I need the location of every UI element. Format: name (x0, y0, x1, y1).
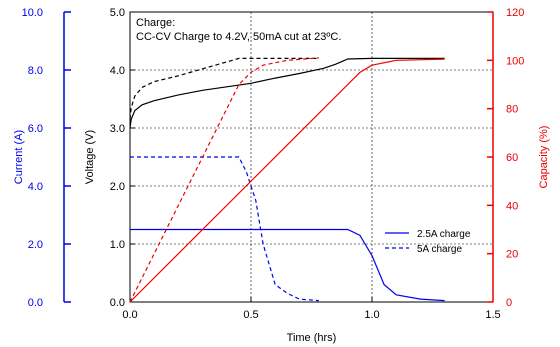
legend-label: 2.5A charge (417, 229, 471, 240)
voltage-tick-label: 0.0 (110, 297, 125, 309)
voltage-tick-label: 3.0 (110, 123, 125, 135)
voltage-tick-label: 2.0 (110, 181, 125, 193)
current-tick-label: 10.0 (22, 7, 43, 19)
capacity-tick-label: 0 (506, 297, 512, 309)
capacity-tick-label: 60 (506, 152, 518, 164)
plot-frame (129, 11, 494, 303)
x-tick-label: 1.5 (485, 309, 500, 321)
capacity-axis-label: Capacity (%) (538, 126, 550, 189)
capacity-tick-label: 40 (506, 200, 518, 212)
chart-annotation-line: Charge: (136, 17, 175, 29)
voltage-tick-label: 1.0 (110, 239, 125, 251)
series-voltage-5a-line (129, 57, 319, 120)
chart-annotation-line: CC-CV Charge to 4.2V, 50mA cut at 23ºC. (136, 31, 341, 43)
series-capacity-2-5a-line (129, 58, 445, 303)
x-tick-label: 0.0 (122, 309, 137, 321)
current-tick-label: 4.0 (28, 181, 43, 193)
current-tick-label: 8.0 (28, 65, 43, 77)
capacity-tick-label: 120 (506, 7, 524, 19)
capacity-tick-label: 20 (506, 249, 518, 261)
x-axis-label: Time (hrs) (287, 332, 337, 344)
legend-label: 5A charge (417, 244, 462, 255)
voltage-tick-label: 4.0 (110, 65, 125, 77)
current-tick-label: 2.0 (28, 239, 43, 251)
current-tick-label: 6.0 (28, 123, 43, 135)
voltage-axis-label: Voltage (V) (84, 130, 96, 184)
series-voltage-2-5a-line (129, 57, 445, 129)
voltage-tick-label: 5.0 (110, 7, 125, 19)
capacity-tick-label: 100 (506, 55, 524, 67)
current-tick-label: 0.0 (28, 297, 43, 309)
current-axis-label: Current (A) (13, 130, 25, 184)
capacity-tick-label: 80 (506, 104, 518, 116)
x-tick-label: 1.0 (364, 309, 379, 321)
series-current-5a-line (130, 156, 319, 302)
series-capacity-5a-line (129, 57, 319, 303)
x-tick-label: 0.5 (243, 309, 258, 321)
series-current-2-5a-line (130, 228, 445, 302)
